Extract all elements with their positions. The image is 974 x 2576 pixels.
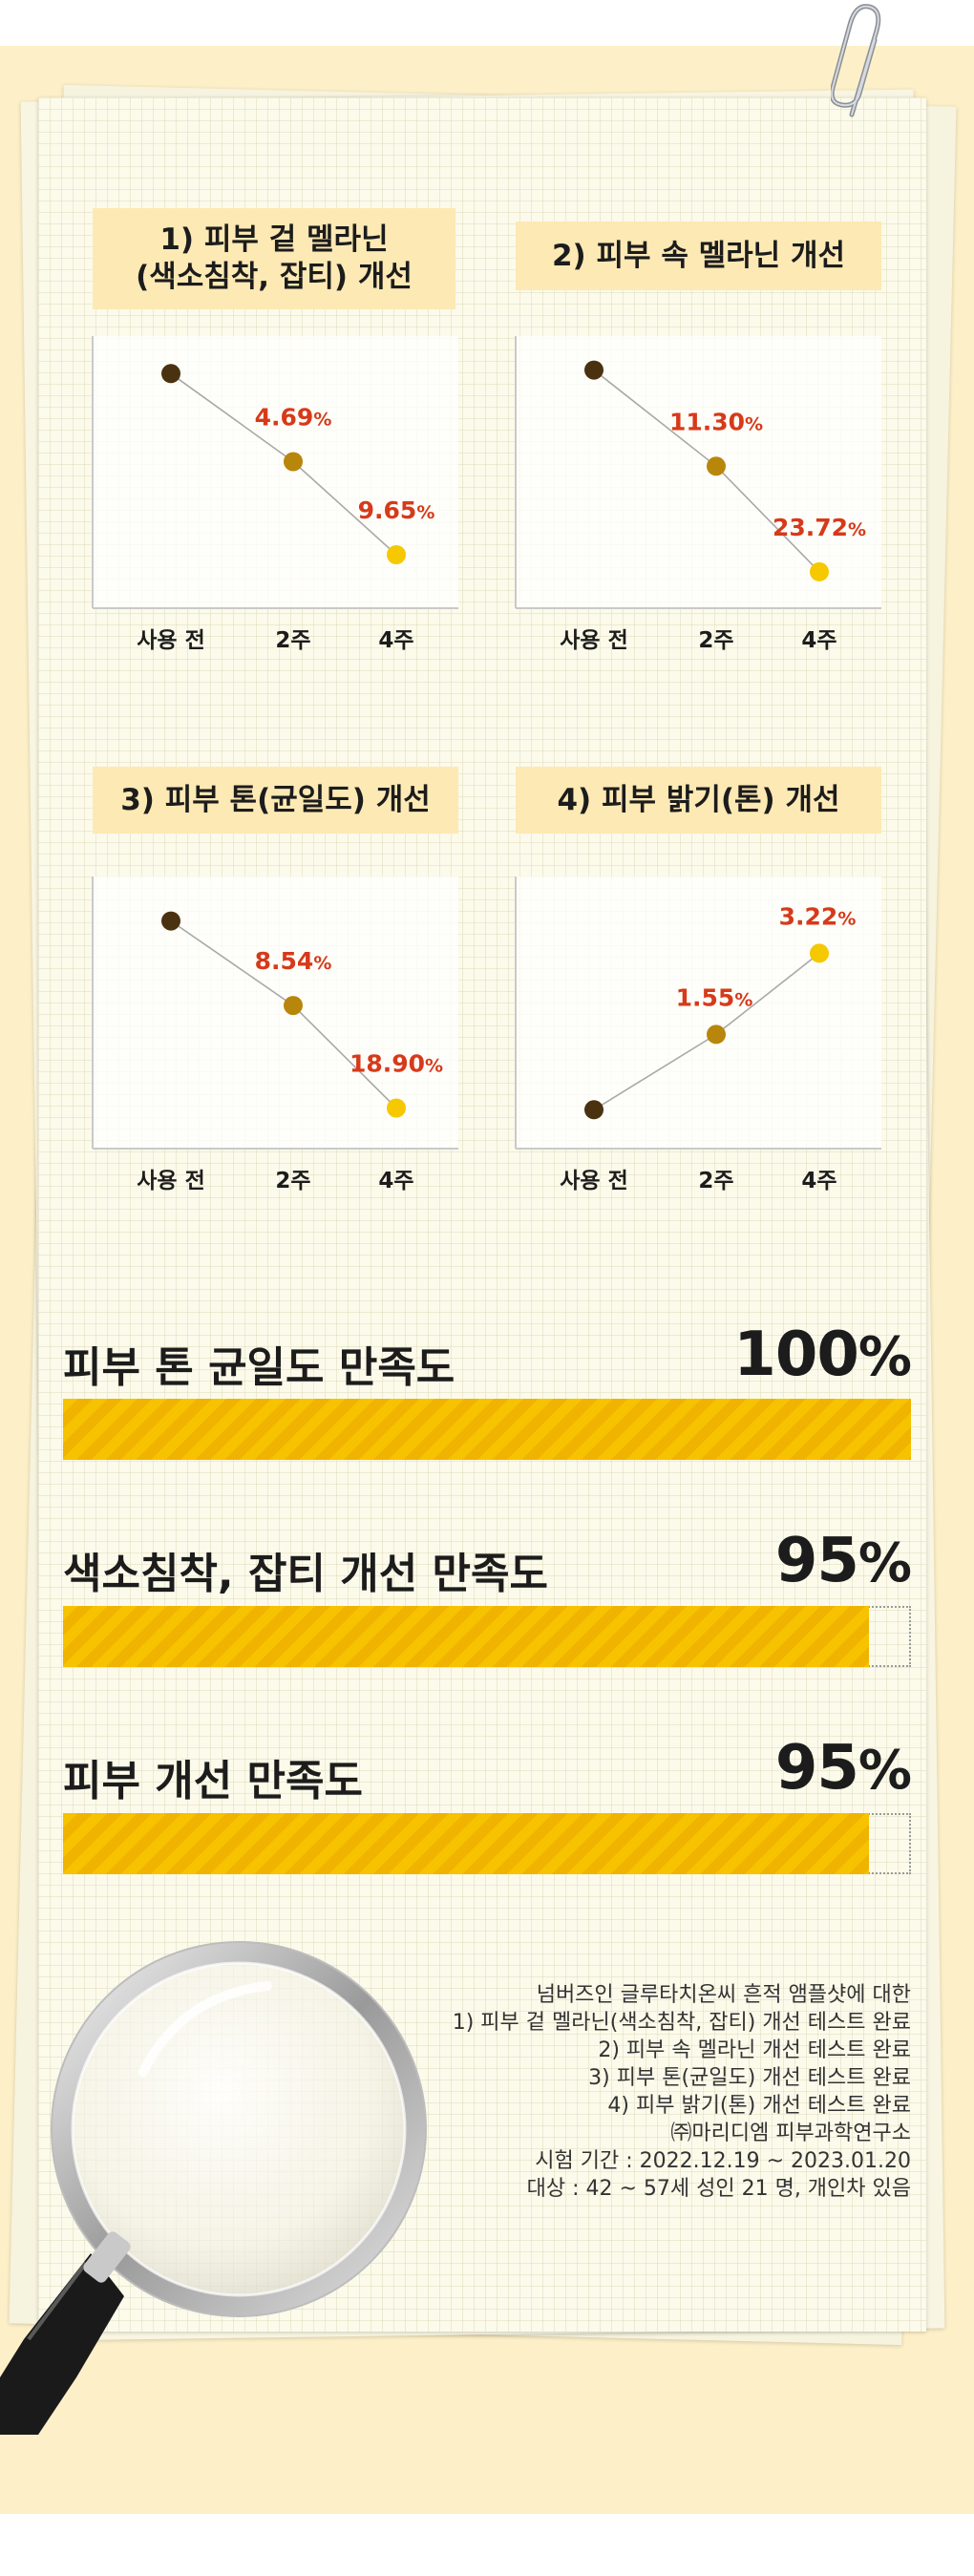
satisfaction-value-2: 95%: [774, 1526, 912, 1596]
satisfaction-label-1: 피부 톤 균일도 만족도: [63, 1343, 455, 1392]
chart-3-tick-week2: 2주: [275, 1169, 310, 1193]
chart-2-point-week2: [707, 456, 726, 476]
satisfaction-value-3-sign: %: [858, 1740, 912, 1802]
chart-1-data-label-week4: 9.65%: [358, 496, 435, 524]
chart-1-label-week4-sign: %: [416, 502, 434, 523]
chart-title-3-line-1: 3) 피부 톤(균일도) 개선: [120, 782, 431, 817]
chart-4-tick-before: 사용 전: [560, 1169, 628, 1193]
footnote-line-7: 시험 기간 : 2022.12.19 ~ 2023.01.20: [535, 2149, 911, 2173]
footnote-line-6: ㈜마리디엠 피부과학연구소: [670, 2122, 911, 2145]
chart-1-svg: 4.69% 9.65% 사용 전 2주 4주: [92, 336, 458, 653]
chart-2-tick-before: 사용 전: [560, 628, 628, 653]
satisfaction-value-3: 95%: [774, 1733, 912, 1804]
satisfaction-label-3: 피부 개선 만족도: [63, 1757, 363, 1805]
paperclip-icon: [831, 4, 881, 117]
footnote-line-3: 2) 피부 속 멜라닌 개선 테스트 완료: [598, 2038, 911, 2062]
chart-4-plot-area: [516, 876, 881, 1149]
chart-title-1-line-1: 1) 피부 겉 멜라닌: [159, 222, 389, 258]
satisfaction-bar-3-fill: [63, 1813, 869, 1874]
satisfaction-value-2-sign: %: [858, 1532, 912, 1594]
chart-3: 8.54% 18.90% 사용 전 2주 4주: [92, 876, 458, 1201]
chart-1: 4.69% 9.65% 사용 전 2주 4주: [92, 336, 458, 661]
chart-1-tick-before: 사용 전: [137, 628, 205, 653]
footnote-line-4: 3) 피부 톤(균일도) 개선 테스트 완료: [588, 2066, 911, 2090]
chart-3-point-week2: [284, 996, 303, 1016]
chart-title-4-line-1: 4) 피부 밝기(톤) 개선: [557, 782, 840, 817]
chart-2-data-label-week4: 23.72%: [773, 514, 866, 541]
footnote: 넘버즈인 글루타치온씨 흔적 앰플샷에 대한 1) 피부 겉 멜라닌(색소침착,…: [453, 1981, 911, 2203]
chart-4: 1.55% 3.22% 사용 전 2주 4주: [515, 876, 881, 1201]
chart-4-point-week2: [707, 1024, 726, 1045]
chart-3-point-week4: [387, 1098, 406, 1118]
satisfaction-bar-1-fill: [63, 1399, 911, 1460]
footnote-line-8: 대상 : 42 ~ 57세 성인 21 명, 개인차 있음: [526, 2177, 911, 2201]
chart-1-tick-week2: 2주: [275, 628, 310, 653]
chart-title-4: 4) 피부 밝기(톤) 개선: [516, 767, 881, 834]
satisfaction-value-1-num: 100: [733, 1320, 859, 1390]
chart-4-label-week4-num: 3.22: [779, 902, 838, 930]
chart-4-point-week4: [810, 943, 829, 963]
chart-2-tick-week2: 2주: [698, 628, 733, 653]
chart-1-point-before: [161, 364, 180, 384]
chart-3-tick-week4: 4주: [378, 1169, 413, 1193]
chart-3-label-week4-num: 18.90: [349, 1050, 425, 1078]
chart-3-point-before: [161, 911, 180, 931]
satisfaction-bar-1: [63, 1399, 911, 1460]
chart-title-2-line-1: 2) 피부 속 멜라닌 개선: [551, 238, 846, 273]
chart-4-tick-week2: 2주: [698, 1169, 733, 1193]
chart-1-tick-week4: 4주: [378, 628, 413, 653]
satisfaction-label-2: 색소침착, 잡티 개선 만족도: [63, 1550, 548, 1598]
chart-3-svg: 8.54% 18.90% 사용 전 2주 4주: [92, 876, 458, 1193]
satisfaction-bar-2: [63, 1606, 911, 1667]
footnote-line-5: 4) 피부 밝기(톤) 개선 테스트 완료: [607, 2094, 911, 2118]
chart-4-tick-week4: 4주: [801, 1169, 836, 1193]
satisfaction-bar-3: [63, 1813, 911, 1874]
chart-3-label-week2-num: 8.54: [255, 947, 314, 975]
chart-1-label-week2-num: 4.69: [255, 404, 314, 432]
chart-2-svg: 11.30% 23.72% 사용 전 2주 4주: [515, 336, 881, 653]
chart-1-data-label-week2: 4.69%: [255, 404, 332, 432]
chart-1-label-week4-num: 9.65: [358, 496, 417, 524]
chart-2-point-week4: [810, 561, 829, 581]
chart-1-point-week2: [284, 452, 303, 472]
satisfaction-value-1: 100%: [733, 1320, 912, 1390]
chart-title-1-line-2: (색소침착, 잡티) 개선: [136, 260, 413, 294]
chart-3-label-week2-sign: %: [313, 953, 331, 974]
chart-2: 11.30% 23.72% 사용 전 2주 4주: [515, 336, 881, 661]
chart-3-tick-before: 사용 전: [137, 1169, 205, 1193]
chart-4-label-week4-sign: %: [837, 908, 856, 929]
chart-title-3: 3) 피부 톤(균일도) 개선: [93, 767, 458, 834]
chart-4-label-week2-sign: %: [734, 989, 752, 1010]
chart-2-label-week4-sign: %: [848, 519, 866, 540]
chart-2-label-week2-sign: %: [745, 413, 763, 434]
chart-2-label-week4-num: 23.72: [773, 514, 848, 541]
satisfaction-value-2-num: 95: [774, 1526, 859, 1596]
footnote-line-2: 1) 피부 겉 멜라닌(색소침착, 잡티) 개선 테스트 완료: [452, 2011, 911, 2035]
chart-3-label-week4-sign: %: [425, 1056, 443, 1077]
chart-title-2: 2) 피부 속 멜라닌 개선: [516, 222, 881, 290]
chart-4-svg: 1.55% 3.22% 사용 전 2주 4주: [515, 876, 881, 1193]
chart-1-plot-area: [93, 336, 458, 608]
chart-1-label-week2-sign: %: [313, 410, 331, 431]
footnote-line-1: 넘버즈인 글루타치온씨 흔적 앰플샷에 대한: [536, 1983, 911, 2007]
chart-4-point-before: [584, 1100, 603, 1120]
chart-2-data-label-week2: 11.30%: [669, 408, 763, 435]
chart-4-data-label-week2: 1.55%: [676, 983, 753, 1011]
satisfaction-value-1-sign: %: [858, 1326, 912, 1388]
satisfaction-bar-2-fill: [63, 1606, 869, 1667]
chart-title-1: 1) 피부 겉 멜라닌 (색소침착, 잡티) 개선: [93, 208, 455, 309]
chart-1-point-week4: [387, 545, 406, 564]
chart-2-tick-week4: 4주: [801, 628, 836, 653]
chart-4-data-label-week4: 3.22%: [779, 902, 857, 930]
chart-3-data-label-week2: 8.54%: [255, 947, 332, 975]
chart-2-label-week2-num: 11.30: [669, 408, 745, 435]
satisfaction-value-3-num: 95: [774, 1733, 859, 1804]
chart-3-data-label-week4: 18.90%: [349, 1050, 443, 1078]
chart-4-label-week2-num: 1.55: [676, 983, 735, 1011]
chart-2-point-before: [584, 360, 603, 380]
magnifier-icon: [0, 1941, 427, 2435]
